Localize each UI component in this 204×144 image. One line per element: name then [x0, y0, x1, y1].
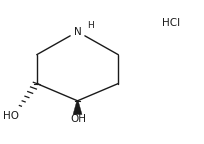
Text: H: H: [87, 21, 94, 30]
Text: HO: HO: [3, 111, 19, 121]
Text: HCl: HCl: [162, 18, 180, 28]
Polygon shape: [73, 101, 82, 114]
Text: OH: OH: [71, 114, 86, 124]
Text: N: N: [74, 27, 81, 37]
